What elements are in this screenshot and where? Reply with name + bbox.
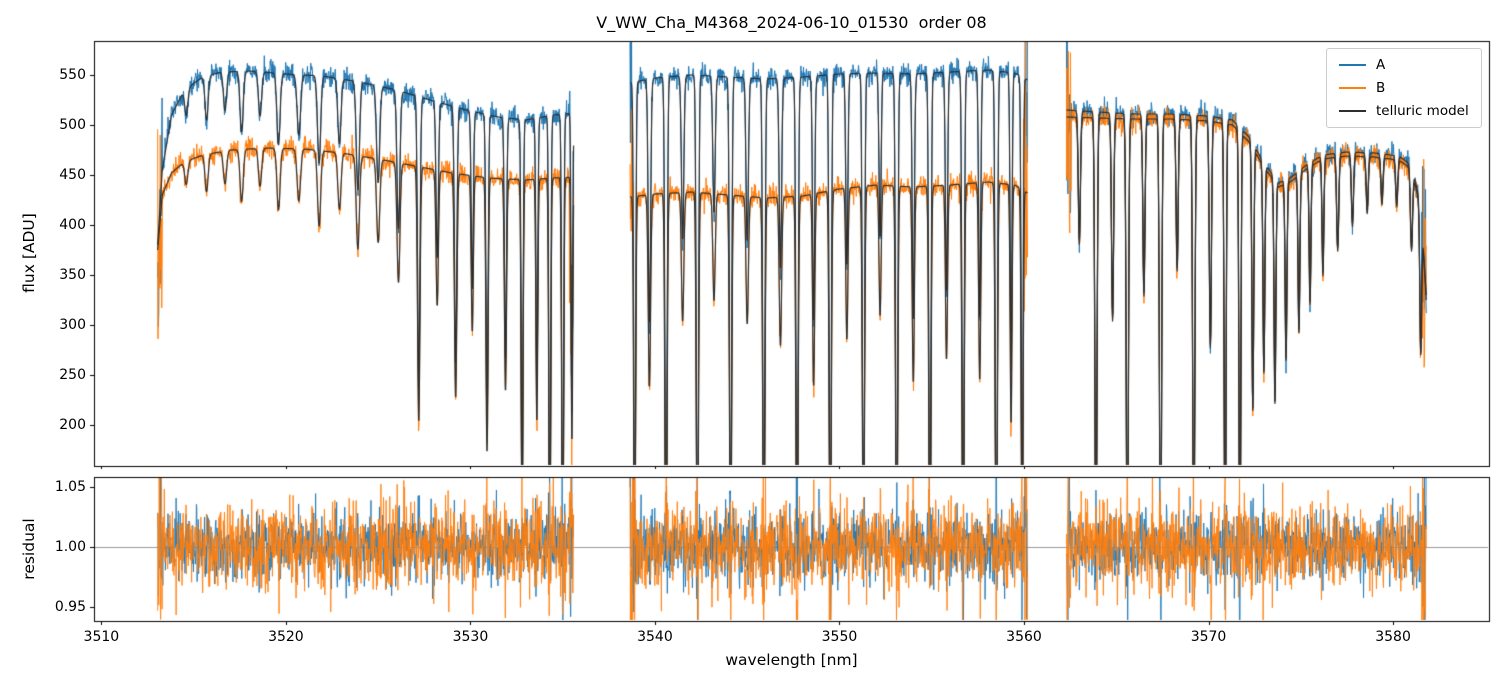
legend-line-a-icon [1339,64,1366,66]
x-tick-label: 3530 [452,629,489,645]
legend-line-telluric-icon [1339,110,1366,112]
flux-y-tick-label: 450 [59,167,86,183]
x-tick-label: 3520 [268,629,304,645]
flux-axis-label: flux [ADU] [20,213,38,293]
wavelength-axis-label: wavelength [nm] [725,651,858,669]
flux-y-tick-label: 300 [59,317,86,333]
x-tick-label: 3550 [821,629,858,645]
x-tick-label: 3580 [1375,629,1411,645]
x-tick-label: 3560 [1006,629,1042,645]
x-tick-label: 3540 [637,629,673,645]
legend-label-a: A [1376,57,1386,73]
x-tick-label: 3510 [83,629,120,645]
x-tick-label: 3570 [1190,629,1227,645]
flux-y-tick-label: 200 [59,417,86,433]
legend-line-b-icon [1339,87,1366,89]
legend-item-b: B [1339,80,1469,96]
flux-y-tick-label: 400 [59,217,86,233]
residual-y-tick-label: 1.05 [54,478,86,495]
legend-label-b: B [1376,80,1386,96]
legend-item-telluric: telluric model [1339,103,1469,119]
legend-item-a: A [1339,57,1469,73]
residual-axis-label: residual [20,518,38,580]
residual-y-tick-label: 0.95 [54,598,86,615]
plot-title: V_WW_Cha_M4368_2024-06-10_01530 order 08 [596,13,987,32]
flux-y-tick-label: 250 [59,367,86,383]
legend: A B telluric model [1326,48,1482,128]
flux-y-tick-label: 550 [59,67,86,83]
flux-y-tick-label: 500 [59,117,86,133]
residual-y-tick-label: 1.00 [54,538,86,555]
flux-y-tick-label: 350 [59,267,86,283]
legend-label-telluric: telluric model [1376,103,1469,119]
